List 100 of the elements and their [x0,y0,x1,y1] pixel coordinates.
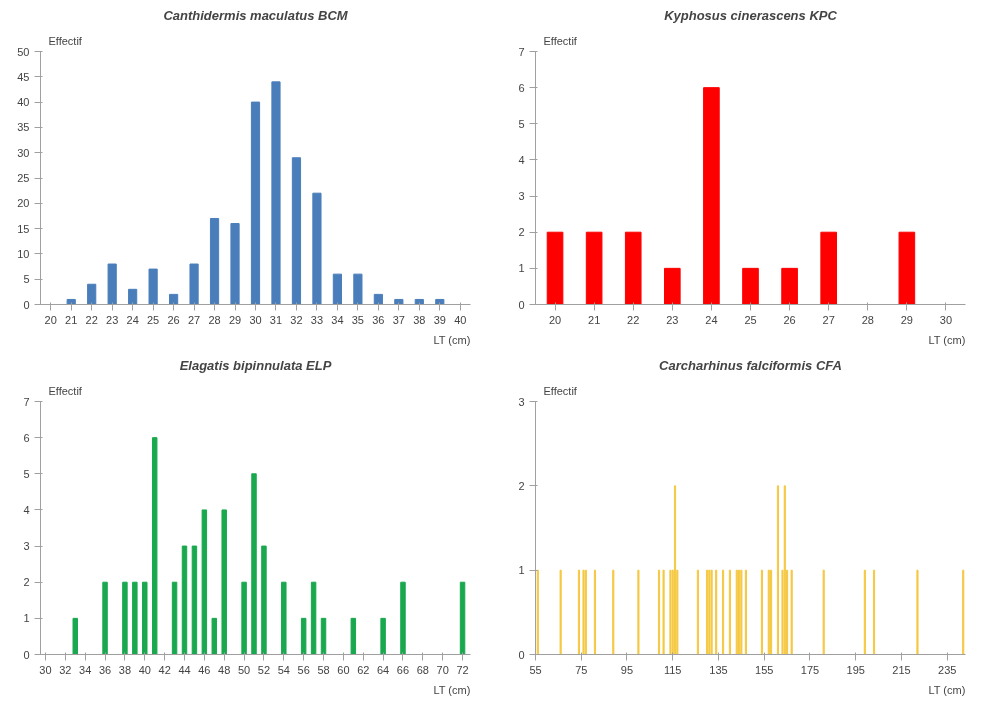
y-tick-label: 1 [518,564,525,577]
y-tick-label: 2 [23,576,30,589]
x-tick-label: 30 [939,313,953,326]
y-tick-label: 30 [17,146,30,159]
x-tick-label: 48 [218,663,231,676]
x-tick-label: 35 [351,313,365,326]
x-tick-label: 44 [178,663,191,676]
x-tick-label: 215 [892,663,911,676]
x-tick-label: 31 [269,313,283,326]
x-tick-label: 34 [331,313,344,326]
y-tick-label: 40 [17,96,30,109]
x-tick-label: 40 [454,313,467,326]
x-tick-label: 54 [277,663,290,676]
x-tick-label: 175 [800,663,820,676]
x-tick-label: 27 [187,313,201,326]
y-tick-label: 5 [23,273,30,286]
x-tick-label: 72 [456,663,469,676]
y-axis-title: Effectif [48,384,83,397]
y-tick-label: 7 [23,395,30,408]
x-axis-title: LT (cm) [433,333,471,346]
x-tick-label: 29 [900,313,913,326]
y-axis-title: Effectif [543,384,578,397]
x-tick-label: 60 [337,663,350,676]
y-tick-label: 3 [518,190,525,203]
chart-title: Kyphosus cinerascens KPC [664,7,838,23]
x-tick-label: 115 [663,663,682,676]
y-tick-label: 10 [17,247,30,260]
x-tick-label: 155 [755,663,774,676]
x-tick-label: 70 [436,663,449,676]
x-axis-title: LT (cm) [928,683,966,696]
x-tick-label: 21 [588,313,601,326]
x-tick-label: 30 [39,663,52,676]
y-tick-label: 3 [23,540,30,553]
y-tick-label: 15 [17,222,30,235]
x-tick-label: 36 [98,663,112,676]
x-tick-label: 50 [237,663,251,676]
x-tick-label: 28 [861,313,874,326]
y-tick-label: 2 [518,479,525,492]
x-tick-label: 64 [376,663,390,676]
y-tick-label: 2 [518,226,525,239]
x-tick-label: 34 [79,663,92,676]
x-tick-label: 36 [372,313,385,326]
x-tick-label: 195 [846,663,865,676]
x-tick-label: 26 [783,313,796,326]
x-tick-label: 75 [575,663,588,676]
x-tick-label: 38 [413,313,426,326]
y-tick-label: 0 [518,648,525,661]
x-tick-label: 95 [620,663,634,676]
y-tick-label: 3 [518,395,525,408]
x-tick-label: 46 [198,663,211,676]
y-tick-label: 20 [17,197,30,210]
y-tick-label: 0 [23,648,30,661]
x-tick-label: 28 [208,313,221,326]
y-axis-title: Effectif [48,34,83,47]
x-tick-label: 33 [310,313,324,326]
x-tick-label: 23 [666,313,679,326]
x-tick-label: 25 [147,313,160,326]
x-tick-label: 56 [297,663,310,676]
x-tick-label: 24 [705,313,718,326]
x-tick-label: 27 [822,313,835,326]
x-tick-label: 62 [357,663,370,676]
y-tick-label: 1 [518,262,525,275]
chart-title: Canthidermis maculatus BCM [163,7,349,23]
x-tick-label: 40 [138,663,151,676]
y-tick-label: 35 [17,121,30,134]
x-tick-label: 39 [433,313,446,326]
x-tick-label: 25 [744,313,757,326]
x-tick-label: 24 [126,313,139,326]
y-tick-label: 5 [23,467,30,480]
x-tick-label: 58 [317,663,330,676]
x-tick-label: 235 [938,663,957,676]
y-tick-label: 4 [23,503,30,516]
x-axis-title: LT (cm) [928,333,966,346]
x-tick-label: 66 [396,663,410,676]
x-tick-label: 32 [59,663,72,676]
x-axis-title: LT (cm) [433,683,471,696]
x-tick-label: 68 [416,663,429,676]
y-tick-label: 45 [17,70,30,83]
x-tick-label: 20 [548,313,562,326]
y-tick-label: 4 [518,153,525,166]
x-tick-label: 30 [249,313,262,326]
x-tick-label: 21 [65,313,78,326]
y-tick-label: 0 [518,298,525,311]
x-tick-label: 22 [627,313,640,326]
y-tick-label: 6 [518,81,525,94]
x-tick-label: 26 [167,313,180,326]
y-axis-title: Effectif [543,34,578,47]
y-tick-label: 5 [518,117,525,130]
x-tick-label: 20 [44,313,57,326]
x-tick-label: 135 [709,663,728,676]
y-tick-label: 7 [518,45,525,58]
x-tick-label: 52 [257,663,271,676]
chart-title: Elagatis bipinnulata ELP [179,357,332,373]
chart-title: Carcharhinus falciformis CFA [659,357,842,373]
x-tick-label: 38 [118,663,132,676]
y-tick-label: 6 [23,431,30,444]
x-tick-label: 22 [85,313,98,326]
x-tick-label: 55 [529,663,542,676]
x-tick-label: 23 [106,313,119,326]
x-tick-label: 32 [290,313,303,326]
